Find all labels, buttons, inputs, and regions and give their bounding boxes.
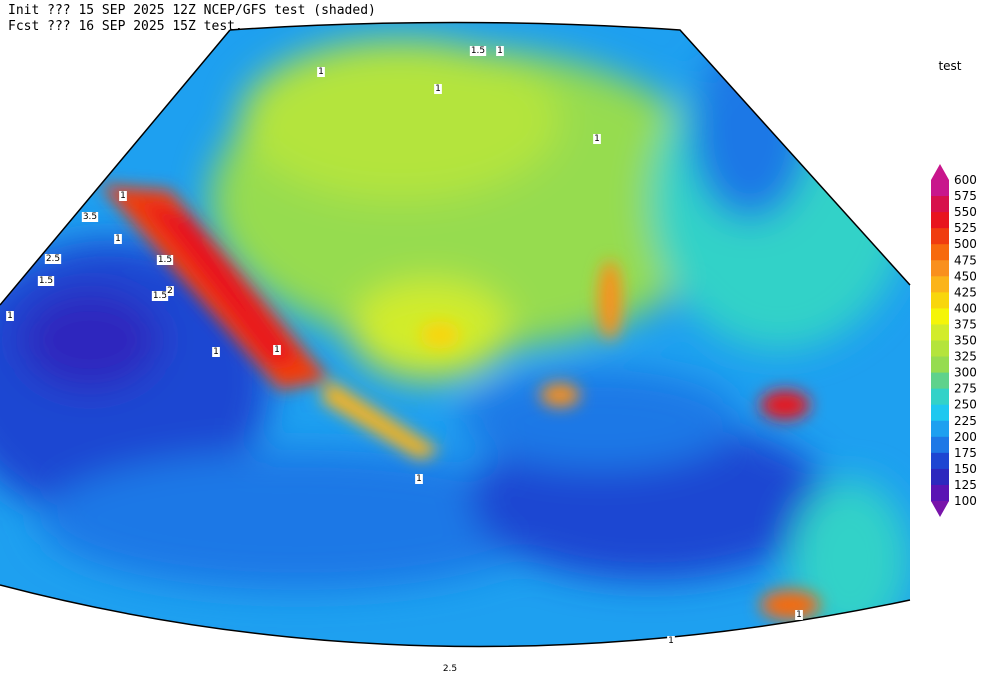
contour-label-box (119, 191, 127, 201)
colorbar: 600 575 550 525 500 475 450 425 400 375 350 325 300 2… (931, 164, 977, 517)
contour-label: 1 (7, 311, 13, 321)
contour-label-box (6, 311, 14, 321)
colorbar-label: 150 (954, 462, 977, 476)
colorbar-over (931, 164, 949, 180)
contour-label-box (593, 134, 601, 144)
colorbar-segment (931, 372, 949, 390)
contour-label-box (441, 664, 459, 674)
colorbar-label: 225 (954, 414, 977, 428)
contour-label-box (212, 347, 220, 357)
colorbar-segment (931, 180, 949, 197)
contour-label-box (156, 255, 174, 265)
colorbar-segment (931, 452, 949, 470)
colorbar-label: 550 (954, 205, 977, 219)
contour-label: 1 (435, 84, 441, 94)
map-border (0, 21, 911, 648)
contour-label: 1 (796, 610, 802, 620)
colorbar-segment (931, 324, 949, 341)
colorbar-label: 500 (954, 237, 977, 251)
contour-label-box (795, 610, 803, 620)
colorbar-label: 300 (954, 366, 977, 380)
colorbar-segment (931, 468, 949, 486)
colorbar-label: 275 (954, 382, 977, 396)
contour-label-box (37, 276, 55, 286)
colorbar-segment (931, 228, 949, 245)
colorbar-segment (931, 212, 949, 229)
contour-label: 1 (120, 191, 126, 201)
contour-label-box (81, 212, 99, 222)
contour-label: 1 (497, 46, 503, 56)
colorbar-label: 100 (954, 494, 977, 508)
contour-label: 1 (274, 345, 280, 355)
header-line: Init ??? 15 SEP 2025 12Z NCEP/GFS test (… (8, 3, 376, 18)
colorbar-title: test (938, 59, 961, 73)
colorbar-label: 600 (954, 173, 977, 187)
contour-label-box (273, 345, 281, 355)
contour-label: 1.5 (471, 46, 485, 56)
colorbar-label: 325 (954, 350, 977, 364)
colorbar-segment (931, 196, 949, 213)
colorbar-segment (931, 260, 949, 277)
colorbar-segment (931, 484, 949, 502)
contour-label-box (667, 636, 675, 646)
contour-label: 2.5 (46, 254, 60, 264)
colorbar-segment (931, 292, 949, 309)
colorbar-segment (931, 404, 949, 422)
colorbar-segment (931, 340, 949, 358)
colorbar-label: 475 (954, 253, 977, 267)
colorbar-segment (931, 356, 949, 374)
colorbar-label: 375 (954, 317, 977, 331)
colorbar-segment (931, 420, 949, 438)
colorbar-segment (931, 308, 949, 325)
contour-label: 1.5 (153, 291, 167, 301)
contour-label-box (166, 286, 174, 296)
contour-label-box (415, 474, 423, 484)
contour-label: 2 (167, 286, 173, 296)
contour-label-box (317, 67, 325, 77)
colorbar-under (931, 501, 949, 517)
contour-label: 1 (115, 234, 121, 244)
colorbar-label: 175 (954, 446, 977, 460)
contour-label-box (496, 46, 504, 56)
contour-label: 1 (668, 636, 674, 646)
contour-label-box (151, 291, 169, 301)
header-line: Fcst ??? 16 SEP 2025 15Z test. (8, 19, 243, 34)
colorbar-label: 125 (954, 478, 977, 492)
contour-label-box (114, 234, 122, 244)
colorbar-label: 400 (954, 301, 977, 315)
colorbar-label: 250 (954, 398, 977, 412)
colorbar-segment (931, 436, 949, 454)
contour-label: 3.5 (83, 212, 97, 222)
colorbar-label: 200 (954, 430, 977, 444)
colorbar-label: 525 (954, 221, 977, 235)
contour-label: 1.5 (158, 255, 172, 265)
contour-label: 2.5 (443, 664, 457, 674)
contour-label: 1 (213, 347, 219, 357)
contour-label-box (434, 84, 442, 94)
contour-label: 1 (416, 474, 422, 484)
colorbar-label: 450 (954, 269, 977, 283)
colorbar-segment (931, 388, 949, 406)
colorbar-segment (931, 276, 949, 293)
colorbar-segment (931, 244, 949, 261)
colorbar-label: 575 (954, 189, 977, 203)
contour-label-box (469, 46, 487, 56)
colorbar-label: 350 (954, 334, 977, 348)
contour-label: 1 (318, 67, 324, 77)
contour-label: 1.5 (39, 276, 53, 286)
colorbar-label: 425 (954, 285, 977, 299)
contour-label-box (44, 254, 62, 264)
shaded-field (0, 22, 910, 647)
contour-label: 1 (594, 134, 600, 144)
